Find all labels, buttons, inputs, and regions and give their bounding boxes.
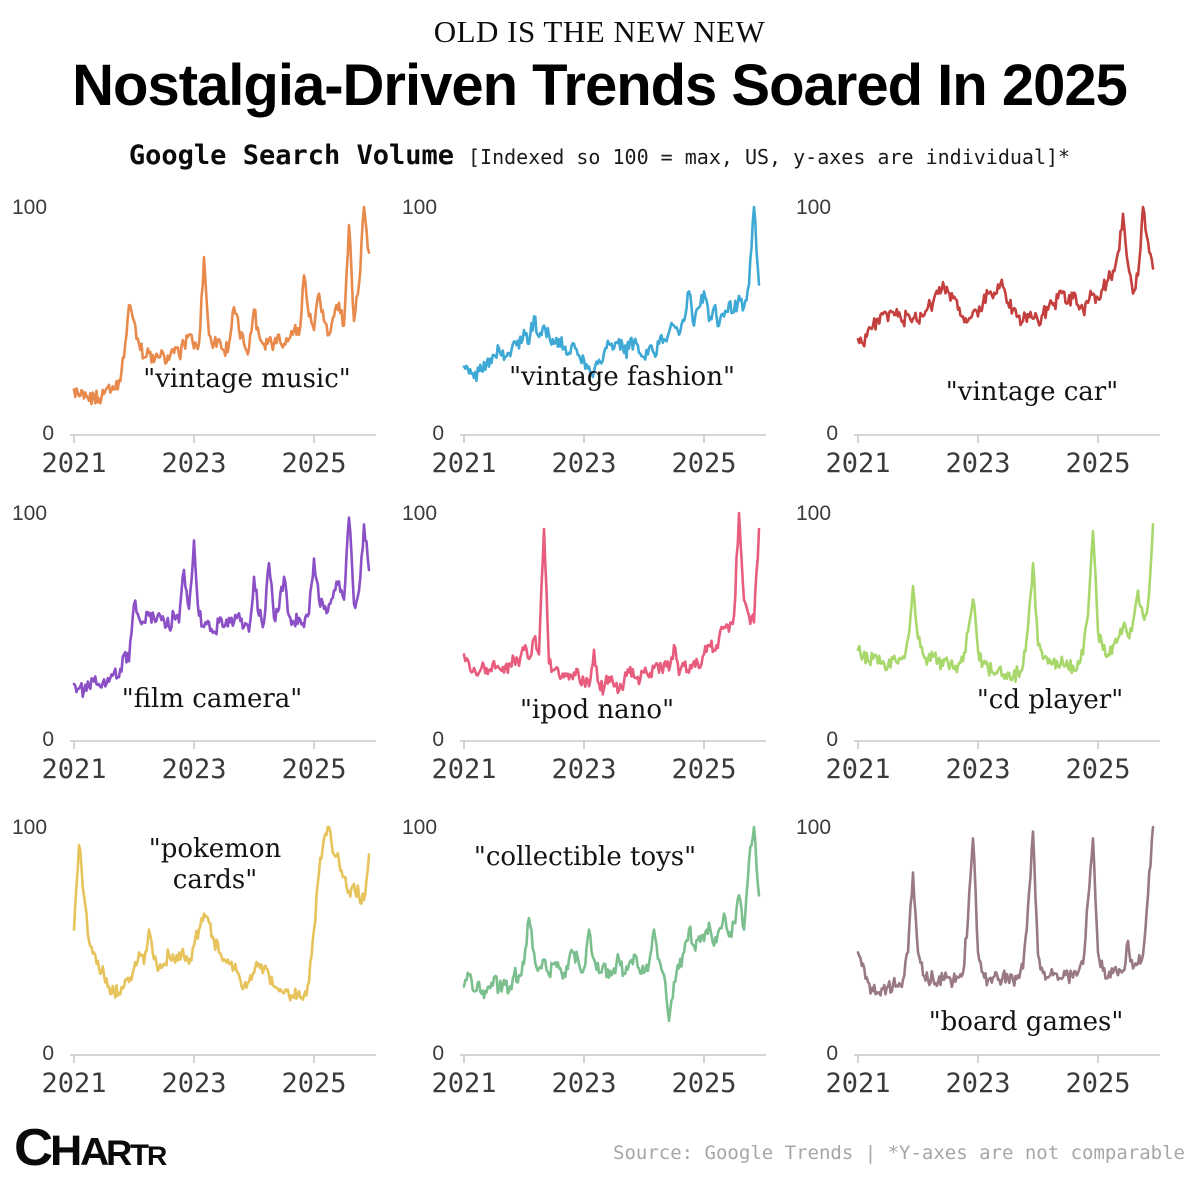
chart-cell-film-camera: 100 0 2021 2023 2025 "film camera" — [8, 502, 392, 802]
line-chart-svg — [460, 205, 766, 443]
line-chart-svg — [70, 205, 376, 443]
trend-line-cd-player — [856, 523, 1155, 684]
y-axis-max-label: 100 — [796, 196, 832, 219]
y-axis-max-label: 100 — [402, 502, 438, 525]
x-tick-label-2021: 2021 — [41, 1068, 107, 1099]
line-chart-svg — [460, 511, 766, 749]
logo-letter: R — [146, 1141, 167, 1171]
trend-line-vintage-fashion — [462, 205, 761, 383]
chart-caption: "film camera" — [121, 684, 303, 714]
y-axis-min-label: 0 — [826, 728, 838, 751]
line-chart-svg — [854, 825, 1160, 1063]
line-chart-svg — [460, 825, 766, 1063]
chart-cell-vintage-music: 100 0 2021 2023 2025 "vintage music" — [8, 196, 392, 496]
x-tick-label-2021: 2021 — [41, 754, 107, 785]
y-axis-max-label: 100 — [402, 816, 438, 839]
x-tick-label-2025: 2025 — [281, 754, 347, 785]
y-axis-max-label: 100 — [796, 816, 832, 839]
x-tick-label-2021: 2021 — [431, 1068, 497, 1099]
logo-letter: C — [14, 1119, 53, 1177]
x-tick-label-2025: 2025 — [671, 754, 737, 785]
y-axis-max-label: 100 — [12, 816, 48, 839]
chart-caption: "collectible toys" — [473, 842, 697, 872]
y-axis-max-label: 100 — [796, 502, 832, 525]
x-tick-label-2021: 2021 — [431, 754, 497, 785]
x-tick-label-2025: 2025 — [1065, 1068, 1131, 1099]
x-tick-label-2025: 2025 — [281, 448, 347, 479]
y-axis-min-label: 0 — [432, 1042, 444, 1065]
trend-line-ipod-nano — [462, 511, 761, 696]
x-tick-label-2023: 2023 — [945, 1068, 1011, 1099]
subtitle-metric-label: Google Search Volume — [128, 140, 455, 171]
y-axis-min-label: 0 — [42, 728, 54, 751]
source-attribution: Source: Google Trends | *Y-axes are not … — [613, 1142, 1185, 1164]
trend-line-board-games — [856, 825, 1155, 997]
x-tick-label-2021: 2021 — [431, 448, 497, 479]
line-chart-svg — [70, 825, 376, 1063]
x-tick-label-2023: 2023 — [551, 1068, 617, 1099]
line-chart-svg — [854, 205, 1160, 443]
y-axis-max-label: 100 — [12, 502, 48, 525]
x-tick-label-2023: 2023 — [551, 448, 617, 479]
x-tick-label-2023: 2023 — [551, 754, 617, 785]
line-chart-svg — [70, 516, 376, 749]
chart-caption: "cd player" — [976, 685, 1124, 715]
y-axis-min-label: 0 — [432, 728, 444, 751]
chart-cell-ipod-nano: 100 0 2021 2023 2025 "ipod nano" — [398, 502, 782, 802]
subtitle: Google Search Volume [Indexed so 100 = m… — [0, 140, 1199, 171]
y-axis-min-label: 0 — [826, 422, 838, 445]
logo-letter: T — [130, 1139, 149, 1172]
page-title: Nostalgia-Driven Trends Soared In 2025 — [72, 53, 1128, 118]
x-tick-label-2025: 2025 — [671, 1068, 737, 1099]
trend-line-pokemon-cards — [72, 825, 371, 1002]
chart-caption: "pokemon cards" — [148, 834, 282, 896]
x-tick-label-2023: 2023 — [945, 448, 1011, 479]
chart-caption: "vintage music" — [143, 364, 351, 394]
subtitle-note: [Indexed so 100 = max, US, y-axes are in… — [468, 145, 1071, 169]
y-axis-min-label: 0 — [432, 422, 444, 445]
trend-line-vintage-music — [72, 205, 371, 406]
x-tick-label-2023: 2023 — [161, 448, 227, 479]
chart-cell-pokemon-cards: 100 0 2021 2023 2025 "pokemon cards" — [8, 816, 392, 1116]
x-tick-label-2025: 2025 — [671, 448, 737, 479]
chart-cell-cd-player: 100 0 2021 2023 2025 "cd player" — [792, 502, 1176, 802]
x-tick-label-2021: 2021 — [825, 448, 891, 479]
logo-letter: R — [106, 1134, 132, 1173]
chart-caption: "board games" — [928, 1007, 1124, 1037]
y-axis-max-label: 100 — [402, 196, 438, 219]
chart-caption: "ipod nano" — [519, 695, 675, 725]
chart-cell-vintage-car: 100 0 2021 2023 2025 "vintage car" — [792, 196, 1176, 496]
x-tick-label-2025: 2025 — [281, 1068, 347, 1099]
x-tick-label-2021: 2021 — [825, 754, 891, 785]
x-tick-label-2021: 2021 — [41, 448, 107, 479]
trend-line-vintage-car — [856, 205, 1155, 348]
x-tick-label-2025: 2025 — [1065, 754, 1131, 785]
logo-letter: A — [79, 1131, 109, 1174]
chart-cell-board-games: 100 0 2021 2023 2025 "board games" — [792, 816, 1176, 1116]
x-tick-label-2023: 2023 — [161, 1068, 227, 1099]
chart-cell-collectible-toys: 100 0 2021 2023 2025 "collectible toys" — [398, 816, 782, 1116]
x-tick-label-2021: 2021 — [825, 1068, 891, 1099]
logo-letter: H — [50, 1127, 82, 1175]
kicker-title: OLD IS THE NEW NEW — [433, 14, 766, 49]
trend-line-film-camera — [72, 516, 371, 698]
y-axis-min-label: 0 — [42, 422, 54, 445]
y-axis-min-label: 0 — [826, 1042, 838, 1065]
y-axis-min-label: 0 — [42, 1042, 54, 1065]
chart-caption: "vintage fashion" — [509, 362, 735, 392]
x-tick-label-2023: 2023 — [945, 754, 1011, 785]
y-axis-max-label: 100 — [12, 196, 48, 219]
trend-line-collectible-toys — [462, 825, 761, 1023]
line-chart-svg — [854, 523, 1160, 749]
chart-cell-vintage-fashion: 100 0 2021 2023 2025 "vintage fashion" — [398, 196, 782, 496]
x-tick-label-2023: 2023 — [161, 754, 227, 785]
chart-caption: "vintage car" — [945, 377, 1119, 407]
x-tick-label-2025: 2025 — [1065, 448, 1131, 479]
